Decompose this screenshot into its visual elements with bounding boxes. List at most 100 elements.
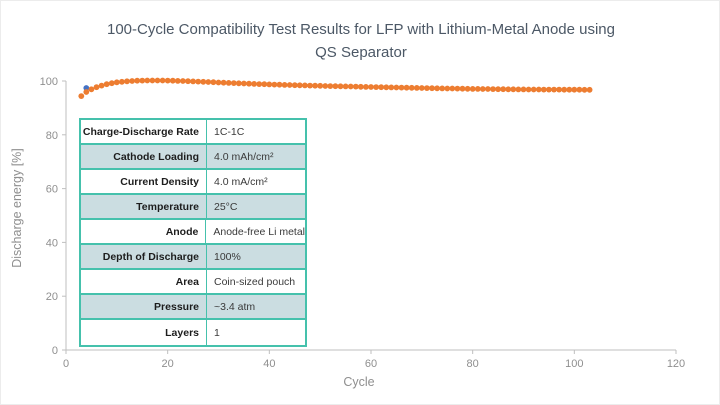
data-point-discharge-energy — [286, 82, 293, 88]
data-point-discharge-energy — [205, 79, 212, 85]
data-point-discharge-energy — [551, 86, 557, 93]
x-axis-title: Cycle — [343, 375, 374, 389]
table-row: Pressure ~3.4 atm — [81, 295, 305, 320]
data-point-discharge-energy — [190, 78, 197, 85]
data-point-discharge-energy — [342, 83, 349, 90]
data-point-discharge-energy — [307, 82, 313, 89]
y-tick-label: 100 — [40, 76, 58, 88]
data-point-discharge-energy — [383, 84, 390, 91]
data-point-discharge-energy — [561, 86, 568, 93]
data-point-discharge-energy — [479, 86, 486, 92]
data-point-discharge-energy — [93, 84, 100, 91]
data-point-discharge-energy — [505, 86, 512, 93]
data-point-discharge-energy — [266, 81, 273, 88]
data-point-discharge-energy — [235, 80, 242, 87]
data-point-discharge-energy — [332, 83, 339, 90]
chart-title: 100-Cycle Compatibility Test Results for… — [1, 18, 719, 64]
table-row: Temperature 25°C — [81, 195, 305, 220]
data-point-discharge-energy — [535, 86, 542, 93]
data-point-discharge-energy — [581, 86, 588, 93]
param-label: Anode — [81, 220, 207, 243]
chart-title-line-1: 100-Cycle Compatibility Test Results for… — [106, 21, 615, 38]
data-point-discharge-energy — [317, 82, 324, 89]
data-point-discharge-energy — [98, 82, 105, 89]
data-point-discharge-energy — [556, 86, 562, 93]
data-point-discharge-energy — [368, 84, 374, 90]
table-row: Depth of Discharge 100% — [81, 245, 305, 270]
data-point-discharge-energy — [373, 84, 379, 90]
data-point-discharge-energy — [149, 77, 156, 84]
data-point-discharge-energy — [134, 77, 141, 84]
data-point-discharge-energy — [113, 79, 120, 86]
data-point-discharge-energy — [586, 86, 593, 93]
x-tick-label: 20 — [162, 358, 174, 370]
data-point-discharge-energy — [413, 85, 420, 91]
data-point-discharge-energy — [139, 77, 146, 84]
param-value: 25°C — [214, 200, 238, 213]
data-point-discharge-energy — [322, 83, 329, 89]
data-point-discharge-energy — [124, 78, 130, 85]
data-point-discharge-energy — [429, 85, 435, 92]
data-point-discharge-energy — [180, 78, 186, 84]
table-row: Area Coin-sized pouch — [81, 270, 305, 295]
data-point-discharge-energy — [398, 84, 405, 91]
data-point-discharge-energy — [169, 77, 176, 84]
data-point-discharge-energy — [408, 84, 415, 91]
y-tick-label: 80 — [46, 130, 58, 142]
param-value: 1C-1C — [214, 125, 245, 138]
data-point-discharge-energy — [495, 86, 501, 93]
data-point-discharge-energy — [424, 85, 430, 91]
data-point-discharge-energy — [210, 79, 217, 86]
data-point-discharge-energy — [119, 78, 125, 85]
data-point-discharge-energy — [571, 86, 578, 93]
param-label: Current Density — [81, 170, 207, 193]
data-point-discharge-energy — [302, 82, 308, 89]
data-point-discharge-energy — [246, 80, 252, 87]
data-point-discharge-energy — [525, 86, 532, 93]
data-point-discharge-energy — [418, 85, 425, 91]
data-point-discharge-energy — [296, 82, 303, 89]
data-point-discharge-energy — [454, 85, 461, 92]
data-point-discharge-energy — [540, 86, 547, 93]
data-point-discharge-energy — [530, 86, 537, 93]
x-tick-label: 0 — [63, 358, 69, 370]
param-value: 4.0 mA/cm² — [214, 175, 268, 188]
data-point-discharge-energy — [444, 85, 451, 92]
param-value: ~3.4 atm — [214, 300, 256, 313]
param-value: Anode-free Li metal — [213, 225, 305, 238]
param-value: 100% — [214, 250, 241, 263]
data-point-discharge-energy — [144, 77, 151, 84]
data-point-discharge-energy — [464, 85, 471, 92]
data-point-discharge-energy — [88, 86, 95, 93]
data-point-discharge-energy — [393, 84, 400, 91]
y-axis-title: Discharge energy [%] — [10, 148, 24, 268]
data-point-discharge-energy — [490, 86, 496, 92]
data-point-discharge-energy — [185, 78, 191, 85]
table-row: Anode Anode-free Li metal — [81, 220, 305, 245]
data-point-discharge-energy — [256, 81, 263, 87]
param-label: Area — [81, 270, 207, 293]
data-point-discharge-energy — [312, 82, 318, 89]
y-tick-label: 40 — [46, 237, 58, 249]
param-label: Cathode Loading — [81, 145, 207, 168]
table-row: Current Density 4.0 mA/cm² — [81, 170, 305, 195]
data-point-discharge-energy — [225, 80, 232, 86]
data-point-discharge-energy — [241, 80, 247, 87]
param-label: Charge-Discharge Rate — [81, 120, 207, 143]
data-point-discharge-energy — [220, 79, 227, 86]
data-point-discharge-energy — [251, 81, 257, 87]
data-point-discharge-energy — [327, 83, 334, 89]
x-tick-label: 100 — [565, 358, 583, 370]
data-point-discharge-energy — [449, 85, 456, 92]
x-tick-label: 120 — [667, 358, 685, 370]
data-point-discharge-energy — [566, 86, 573, 93]
data-point-discharge-energy — [164, 77, 171, 84]
data-point-discharge-energy — [195, 78, 202, 85]
data-point-discharge-energy — [108, 80, 115, 87]
y-tick-label: 60 — [46, 184, 58, 196]
table-row: Cathode Loading 4.0 mAh/cm² — [81, 145, 305, 170]
param-label: Pressure — [81, 295, 207, 318]
param-label: Layers — [81, 320, 207, 345]
data-point-discharge-energy — [215, 79, 222, 86]
x-tick-label: 60 — [365, 358, 377, 370]
